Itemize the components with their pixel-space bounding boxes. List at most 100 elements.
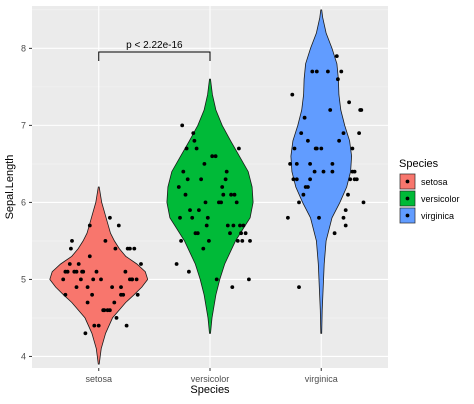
point-virginica — [308, 177, 312, 182]
point-virginica — [336, 77, 340, 82]
point-virginica — [314, 69, 319, 74]
point-virginica — [312, 169, 317, 174]
y-axis-ticks: 4 5 6 7 8 — [21, 43, 32, 361]
point-versicolor — [204, 223, 209, 228]
point-setosa — [90, 292, 94, 297]
point-versicolor — [192, 138, 197, 143]
point-versicolor — [228, 231, 232, 236]
point-setosa — [116, 223, 121, 228]
point-virginica — [343, 223, 348, 228]
point-versicolor — [232, 192, 237, 197]
point-versicolor — [199, 177, 204, 182]
y-tick-label: 8 — [21, 43, 26, 53]
point-versicolor — [180, 123, 185, 128]
violin-virginica — [290, 9, 353, 334]
point-virginica — [330, 169, 335, 174]
point-virginica — [291, 177, 296, 182]
point-setosa — [87, 254, 92, 259]
point-versicolor — [187, 269, 191, 274]
y-axis-title: Sepal.Length — [4, 155, 16, 220]
point-versicolor — [229, 192, 234, 197]
point-versicolor — [243, 231, 248, 236]
point-virginica — [334, 54, 339, 58]
point-virginica — [302, 115, 307, 120]
point-setosa — [108, 215, 112, 220]
point-virginica — [346, 192, 350, 197]
point-setosa — [135, 292, 140, 297]
point-setosa — [119, 292, 123, 297]
p-value-label: p < 2.22e-16 — [126, 40, 183, 51]
x-axis-title: Species — [190, 384, 230, 396]
point-virginica — [317, 215, 321, 220]
point-virginica — [288, 162, 292, 166]
point-setosa — [124, 323, 129, 328]
point-versicolor — [202, 162, 207, 166]
legend-label-setosa: setosa — [421, 177, 448, 187]
point-virginica — [341, 131, 346, 136]
legend-point-versicolor — [405, 196, 410, 201]
point-versicolor — [234, 200, 239, 205]
point-virginica — [343, 208, 348, 213]
legend-label-versicolor: versicolor — [421, 194, 460, 204]
point-setosa — [74, 269, 79, 274]
point-versicolor — [178, 215, 182, 220]
point-virginica — [348, 177, 353, 182]
point-virginica — [306, 138, 310, 143]
point-virginica — [314, 146, 319, 151]
point-virginica — [357, 131, 361, 136]
point-setosa — [85, 300, 90, 305]
point-setosa — [92, 323, 97, 328]
point-versicolor — [191, 131, 196, 136]
point-versicolor — [181, 169, 186, 174]
point-virginica — [294, 177, 299, 182]
point-virginica — [332, 231, 337, 236]
point-setosa — [103, 239, 108, 243]
point-setosa — [99, 277, 103, 282]
point-virginica — [299, 131, 304, 136]
point-versicolor — [194, 146, 199, 151]
point-virginica — [321, 169, 326, 174]
point-setosa — [125, 246, 130, 251]
legend-point-setosa — [405, 179, 410, 184]
legend-title: Species — [399, 158, 439, 170]
point-versicolor — [201, 246, 206, 251]
legend-point-virginica — [405, 213, 410, 218]
point-setosa — [91, 277, 96, 282]
point-virginica — [350, 146, 355, 151]
point-setosa — [83, 331, 88, 336]
point-versicolor — [190, 215, 195, 220]
point-versicolor — [205, 215, 210, 220]
point-setosa — [76, 262, 81, 266]
point-setosa — [74, 285, 79, 289]
point-versicolor — [176, 185, 181, 189]
point-virginica — [347, 100, 351, 105]
point-versicolor — [213, 154, 218, 159]
point-virginica — [297, 200, 301, 205]
point-setosa — [134, 277, 139, 282]
point-setosa — [69, 246, 73, 251]
bracket-line — [98, 51, 211, 61]
point-versicolor — [237, 146, 241, 151]
point-setosa — [112, 300, 117, 305]
point-virginica — [297, 285, 301, 289]
point-versicolor — [240, 239, 245, 243]
point-versicolor — [248, 239, 252, 243]
point-virginica — [341, 215, 346, 220]
x-tick-label: versicolor — [191, 374, 230, 384]
point-virginica — [319, 146, 324, 151]
violins — [49, 9, 353, 365]
point-setosa — [110, 285, 114, 289]
point-virginica — [326, 69, 330, 74]
points — [61, 54, 366, 336]
point-versicolor — [220, 185, 225, 189]
point-versicolor — [235, 239, 240, 243]
y-tick-label: 7 — [21, 120, 26, 130]
x-axis-ticks: setosa versicolor virginica — [85, 368, 338, 384]
point-versicolor — [214, 277, 219, 282]
point-virginica — [308, 162, 312, 166]
violin-setosa — [49, 186, 149, 365]
point-virginica — [359, 108, 364, 112]
point-setosa — [105, 308, 110, 313]
point-setosa — [61, 277, 66, 282]
